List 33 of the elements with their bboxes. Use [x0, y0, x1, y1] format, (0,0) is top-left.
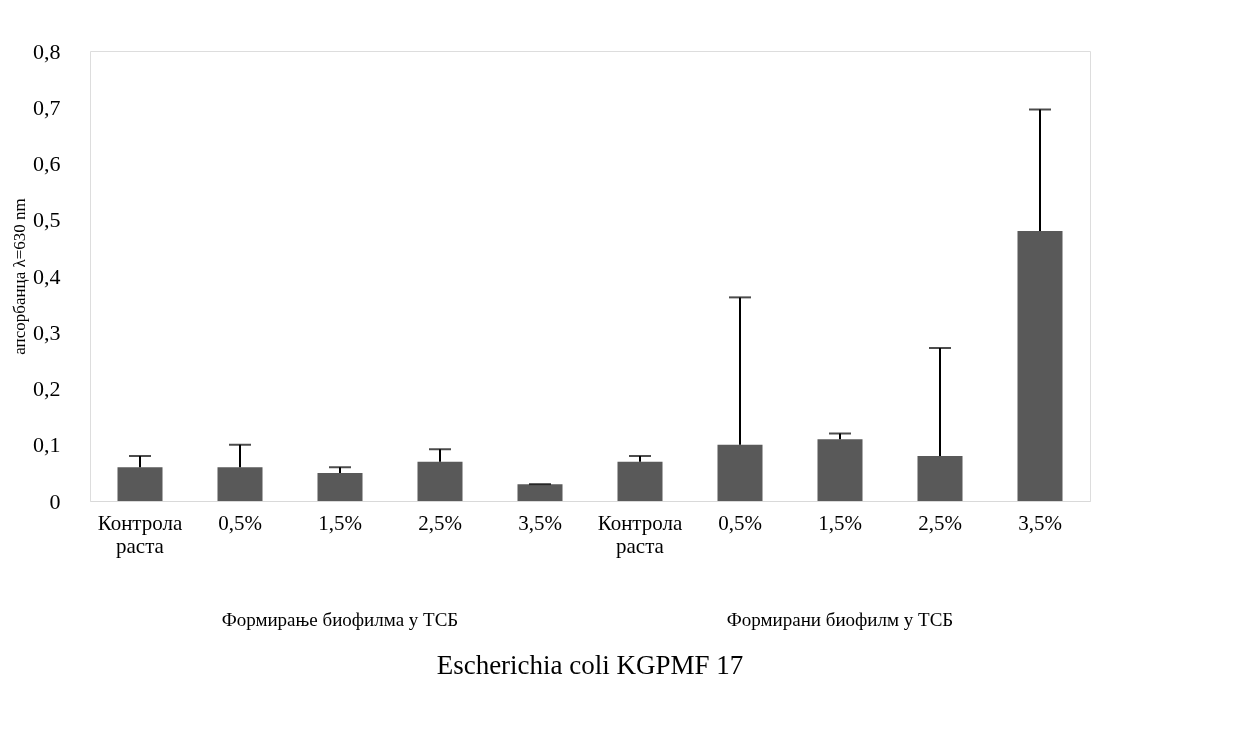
x-tick-label: 3,5% — [1018, 511, 1062, 535]
text: Формирање биофилма у ТСБ — [221, 609, 459, 630]
x-axis-title: Escherichia coli KGPMF 17 — [436, 650, 744, 680]
y-tick-label: 0,8 — [33, 38, 61, 64]
x-tick-label: 2,5% — [918, 511, 962, 535]
y-tick-label: 0,4 — [33, 263, 61, 289]
x-tick-label: 3,5% — [518, 511, 562, 535]
x-tick-label: 1,5% — [818, 511, 862, 535]
bar — [217, 467, 263, 501]
x-tick-label: 2,5% — [418, 511, 462, 535]
bar — [1017, 231, 1063, 501]
x-tick-label: 0,5% — [718, 511, 762, 535]
bar — [517, 484, 563, 501]
y-tick-label: 0,6 — [33, 151, 61, 176]
x-tick-label: 1,5% — [318, 511, 362, 535]
y-tick-label: 0,2 — [33, 376, 61, 401]
bar — [817, 439, 863, 501]
x-tick-label: Контрола раста — [597, 511, 684, 558]
text: Формирани биофилм у ТСБ — [726, 609, 954, 630]
y-tick-label: 0,5 — [33, 207, 61, 233]
y-tick-label: 0,3 — [33, 319, 61, 345]
bar — [617, 461, 663, 501]
x-tick-label: Контрола раста — [97, 511, 184, 558]
y-axis-title: апсорбанца λ=630 nm — [10, 198, 29, 355]
bar — [417, 461, 463, 501]
y-tick-label: 0 — [49, 488, 61, 514]
y-tick-label: 0,7 — [33, 94, 61, 120]
bar — [117, 467, 163, 501]
bar — [317, 472, 363, 501]
x-tick-label: 0,5% — [218, 511, 262, 535]
bar — [717, 444, 763, 501]
bar — [917, 456, 963, 501]
y-tick-label: 0,1 — [33, 432, 61, 458]
